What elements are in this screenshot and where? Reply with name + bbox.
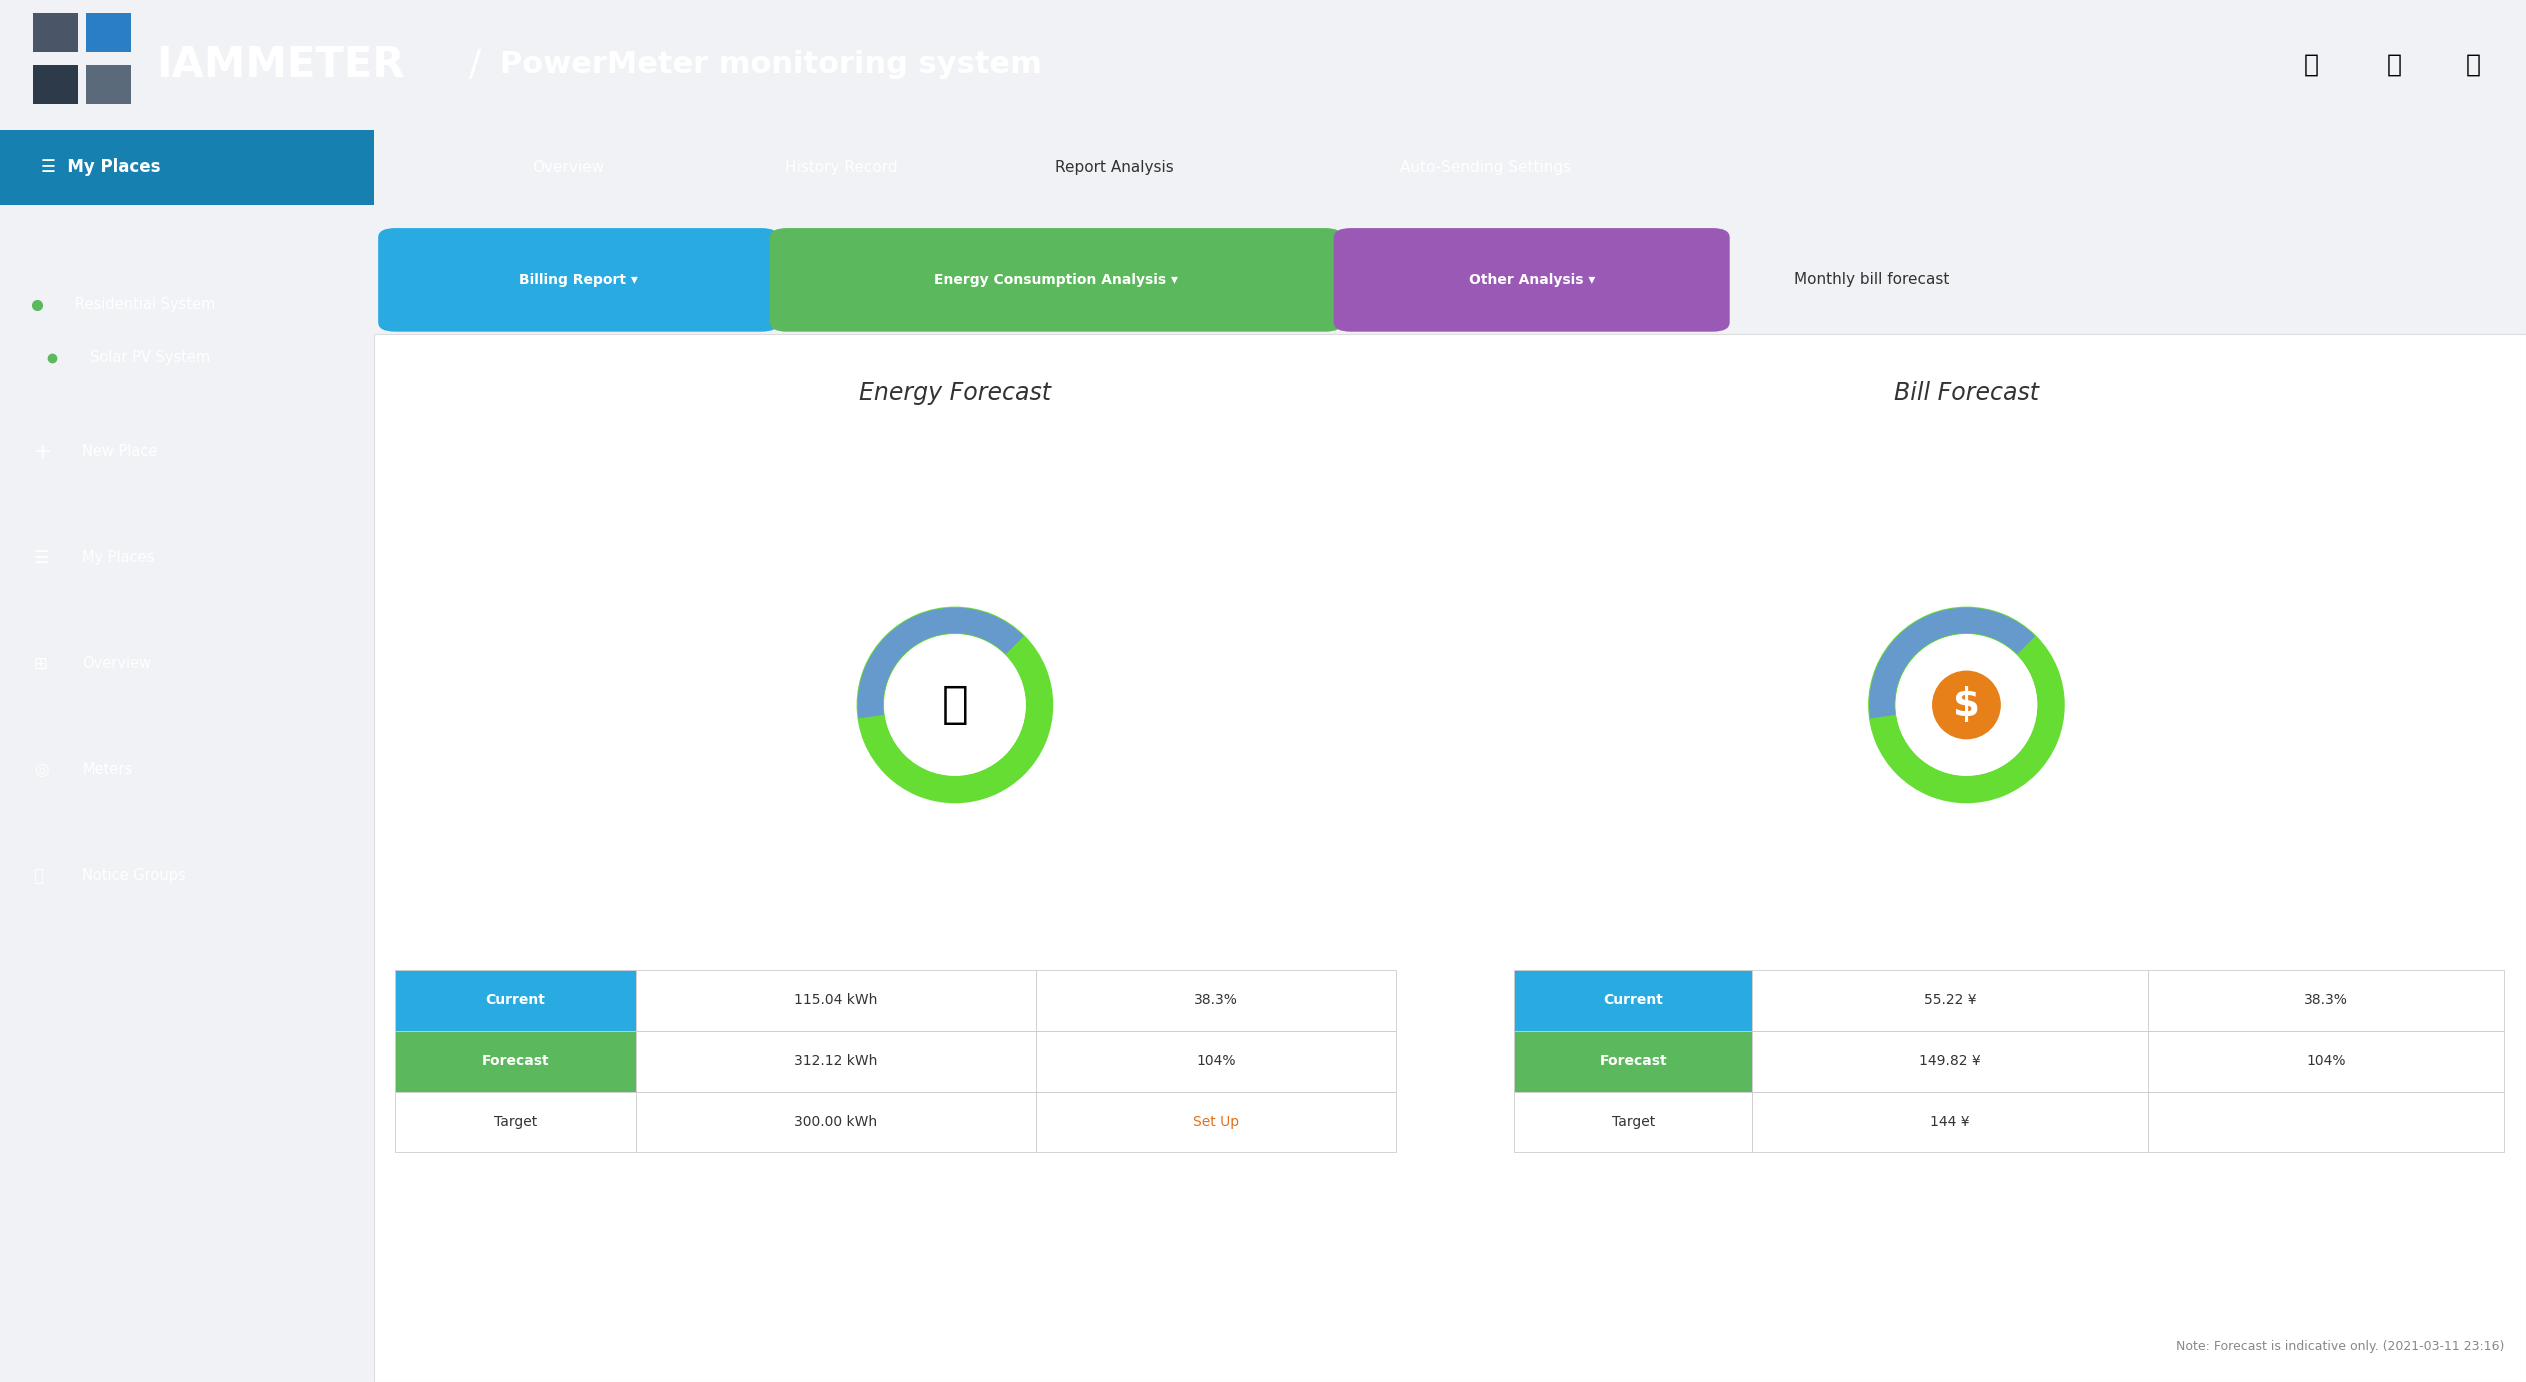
FancyBboxPatch shape bbox=[374, 334, 2526, 1382]
Text: PowerMeter monitoring system: PowerMeter monitoring system bbox=[500, 51, 1043, 79]
Text: Residential System: Residential System bbox=[76, 297, 215, 312]
FancyBboxPatch shape bbox=[86, 12, 131, 53]
Text: Forecast: Forecast bbox=[482, 1054, 548, 1068]
Text: History Record: History Record bbox=[786, 160, 897, 174]
Text: Notice Groups: Notice Groups bbox=[83, 868, 187, 883]
FancyBboxPatch shape bbox=[1516, 1031, 1753, 1092]
Text: 104%: 104% bbox=[1197, 1054, 1235, 1068]
Text: 115.04 kWh: 115.04 kWh bbox=[793, 994, 877, 1007]
Text: 🌐: 🌐 bbox=[2387, 53, 2402, 77]
Text: Monthly bill forecast: Monthly bill forecast bbox=[1793, 272, 1950, 287]
Text: Target: Target bbox=[495, 1115, 538, 1129]
Text: 55.22 ¥: 55.22 ¥ bbox=[1925, 994, 1975, 1007]
Text: $: $ bbox=[1953, 685, 1980, 724]
Text: Note: Forecast is indicative only. (2021-03-11 23:16): Note: Forecast is indicative only. (2021… bbox=[2175, 1339, 2503, 1353]
Text: Other Analysis ▾: Other Analysis ▾ bbox=[1468, 272, 1594, 287]
FancyBboxPatch shape bbox=[397, 1092, 637, 1153]
FancyBboxPatch shape bbox=[86, 65, 131, 104]
Text: 104%: 104% bbox=[2306, 1054, 2347, 1068]
Text: /: / bbox=[470, 48, 480, 82]
FancyBboxPatch shape bbox=[637, 970, 1036, 1031]
FancyBboxPatch shape bbox=[1036, 970, 1397, 1031]
FancyBboxPatch shape bbox=[33, 12, 78, 53]
FancyBboxPatch shape bbox=[1516, 970, 1753, 1031]
Text: Target: Target bbox=[1612, 1115, 1655, 1129]
FancyBboxPatch shape bbox=[397, 1031, 637, 1092]
FancyBboxPatch shape bbox=[1516, 1092, 1753, 1153]
Text: Energy Consumption Analysis ▾: Energy Consumption Analysis ▾ bbox=[935, 272, 1177, 287]
Text: 149.82 ¥: 149.82 ¥ bbox=[1920, 1054, 1980, 1068]
Text: Solar PV System: Solar PV System bbox=[91, 350, 210, 365]
Wedge shape bbox=[859, 608, 1023, 719]
Text: Bill Forecast: Bill Forecast bbox=[1894, 381, 2038, 405]
Text: Billing Report ▾: Billing Report ▾ bbox=[518, 272, 637, 287]
Text: 🔔: 🔔 bbox=[2304, 53, 2319, 77]
FancyBboxPatch shape bbox=[2147, 1031, 2503, 1092]
Text: 👤: 👤 bbox=[2465, 53, 2481, 77]
FancyBboxPatch shape bbox=[990, 130, 1238, 205]
Text: 312.12 kWh: 312.12 kWh bbox=[793, 1054, 877, 1068]
Wedge shape bbox=[1869, 607, 2064, 803]
Text: ☰: ☰ bbox=[33, 549, 48, 567]
FancyBboxPatch shape bbox=[1334, 228, 1730, 332]
FancyBboxPatch shape bbox=[637, 1031, 1036, 1092]
Text: +: + bbox=[33, 442, 51, 462]
Circle shape bbox=[1894, 634, 2038, 775]
FancyBboxPatch shape bbox=[0, 130, 374, 205]
Text: 🔌: 🔌 bbox=[942, 684, 967, 727]
Text: Current: Current bbox=[1604, 994, 1662, 1007]
Wedge shape bbox=[856, 607, 1053, 803]
Text: Set Up: Set Up bbox=[1192, 1115, 1240, 1129]
FancyBboxPatch shape bbox=[770, 228, 1341, 332]
Text: Forecast: Forecast bbox=[1599, 1054, 1667, 1068]
Circle shape bbox=[884, 634, 1026, 775]
Text: 👤: 👤 bbox=[33, 867, 43, 884]
FancyBboxPatch shape bbox=[1753, 970, 2147, 1031]
Wedge shape bbox=[1869, 608, 2036, 719]
Text: 300.00 kWh: 300.00 kWh bbox=[793, 1115, 877, 1129]
FancyBboxPatch shape bbox=[1753, 1031, 2147, 1092]
Text: Overview: Overview bbox=[533, 160, 604, 174]
Text: ◎: ◎ bbox=[33, 760, 48, 778]
Text: Meters: Meters bbox=[83, 763, 131, 777]
Text: ☰  My Places: ☰ My Places bbox=[40, 158, 162, 177]
Text: New Place: New Place bbox=[83, 444, 157, 459]
Text: 38.3%: 38.3% bbox=[1195, 994, 1238, 1007]
FancyBboxPatch shape bbox=[1036, 1092, 1397, 1153]
Text: My Places: My Places bbox=[83, 550, 154, 565]
Text: Current: Current bbox=[485, 994, 546, 1007]
Text: Report Analysis: Report Analysis bbox=[1053, 160, 1175, 174]
FancyBboxPatch shape bbox=[2147, 1092, 2503, 1153]
FancyBboxPatch shape bbox=[33, 65, 78, 104]
Text: Energy Forecast: Energy Forecast bbox=[859, 381, 1051, 405]
FancyBboxPatch shape bbox=[1753, 1092, 2147, 1153]
Text: 144 ¥: 144 ¥ bbox=[1930, 1115, 1970, 1129]
FancyBboxPatch shape bbox=[637, 1092, 1036, 1153]
FancyBboxPatch shape bbox=[379, 228, 778, 332]
Text: Overview: Overview bbox=[83, 656, 152, 672]
Text: IAMMETER: IAMMETER bbox=[157, 44, 404, 86]
Text: Auto-Sending Settings: Auto-Sending Settings bbox=[1399, 160, 1571, 174]
Text: 38.3%: 38.3% bbox=[2304, 994, 2349, 1007]
FancyBboxPatch shape bbox=[2147, 970, 2503, 1031]
Text: ⊞: ⊞ bbox=[33, 655, 48, 673]
FancyBboxPatch shape bbox=[1036, 1031, 1397, 1092]
FancyBboxPatch shape bbox=[397, 970, 637, 1031]
Circle shape bbox=[1932, 670, 2001, 739]
